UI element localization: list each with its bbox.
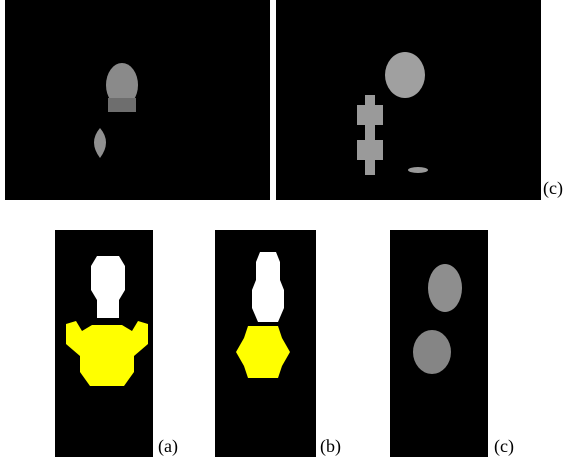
figure: (c) (a) (b) (c)	[0, 0, 566, 468]
face	[385, 52, 425, 98]
hand	[108, 98, 136, 112]
face	[413, 330, 451, 374]
label: (c)	[494, 436, 514, 457]
shape	[408, 167, 428, 173]
label: (a)	[158, 436, 178, 457]
label: (c)	[543, 178, 563, 199]
label: (b)	[320, 436, 341, 457]
panel	[5, 0, 270, 200]
page: (c) (a) (b) (c) (() => { const data = JS…	[0, 0, 566, 468]
head-mask	[252, 252, 284, 322]
face	[428, 264, 462, 312]
